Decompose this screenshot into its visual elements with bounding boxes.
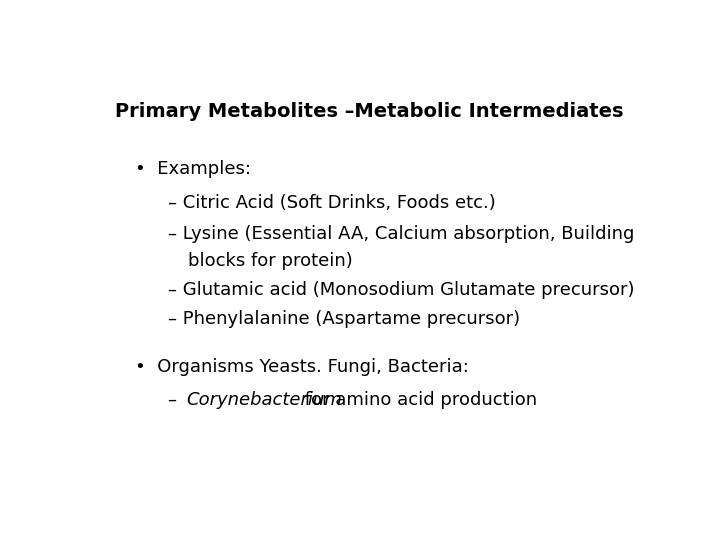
Text: blocks for protein): blocks for protein) bbox=[188, 252, 352, 270]
Text: Corynebacterium: Corynebacterium bbox=[186, 391, 342, 409]
Text: Primary Metabolites –Metabolic Intermediates: Primary Metabolites –Metabolic Intermedi… bbox=[114, 102, 624, 121]
Text: for amino acid production: for amino acid production bbox=[300, 391, 537, 409]
Text: – Phenylalanine (Aspartame precursor): – Phenylalanine (Aspartame precursor) bbox=[168, 310, 521, 328]
Text: •  Organisms Yeasts. Fungi, Bacteria:: • Organisms Yeasts. Fungi, Bacteria: bbox=[135, 358, 469, 376]
Text: – Citric Acid (Soft Drinks, Foods etc.): – Citric Acid (Soft Drinks, Foods etc.) bbox=[168, 194, 496, 212]
Text: – Lysine (Essential AA, Calcium absorption, Building: – Lysine (Essential AA, Calcium absorpti… bbox=[168, 225, 634, 243]
Text: •  Examples:: • Examples: bbox=[135, 160, 251, 178]
Text: –: – bbox=[168, 391, 183, 409]
Text: – Glutamic acid (Monosodium Glutamate precursor): – Glutamic acid (Monosodium Glutamate pr… bbox=[168, 281, 634, 299]
